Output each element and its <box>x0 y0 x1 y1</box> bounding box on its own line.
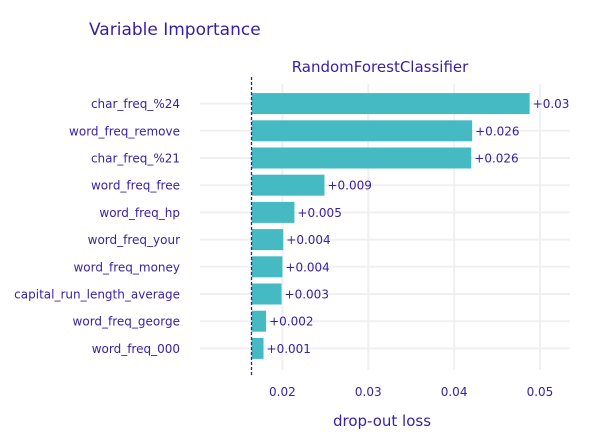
bar-value-label: +0.002 <box>269 315 313 329</box>
category-labels: char_freq_%24 word_freq_remove char_freq_%… <box>14 97 180 356</box>
x-axis-title: drop-out loss <box>333 412 431 430</box>
bar <box>251 310 267 332</box>
bar-value-label: +0.004 <box>285 260 329 274</box>
page-title: Variable Importance <box>89 20 261 40</box>
x-ticks: 0.02 0.03 0.04 0.05 <box>269 385 553 399</box>
bar-value-label: +0.003 <box>285 288 329 302</box>
x-tick-label: 0.02 <box>269 385 296 399</box>
bar <box>251 120 473 142</box>
bar <box>251 229 284 251</box>
category-label: char_freq_%24 <box>91 97 180 111</box>
category-label: capital_run_length_average <box>14 288 180 302</box>
category-label: word_freq_your <box>88 233 180 247</box>
category-label: word_freq_money <box>73 260 180 274</box>
bar-value-label: +0.009 <box>327 179 371 193</box>
bar-value-label: +0.032 <box>533 97 577 111</box>
category-label: word_freq_000 <box>92 342 180 356</box>
x-tick-label: 0.05 <box>527 385 554 399</box>
x-tick-label: 0.04 <box>441 385 468 399</box>
bar-value-label: +0.004 <box>286 233 330 247</box>
category-label: char_freq_%21 <box>91 152 180 166</box>
bars <box>251 93 530 359</box>
bar <box>251 174 325 196</box>
category-label: word_freq_george <box>73 315 180 329</box>
category-label: word_freq_remove <box>69 124 180 138</box>
category-label: word_freq_free <box>91 179 180 193</box>
bar <box>251 93 530 115</box>
category-label: word_freq_hp <box>99 206 180 220</box>
bar-value-label: +0.001 <box>267 342 311 356</box>
x-tick-label: 0.03 <box>355 385 382 399</box>
bar-value-label: +0.026 <box>474 152 518 166</box>
bar-value-label: +0.005 <box>297 206 341 220</box>
bar <box>251 201 295 223</box>
bar <box>251 256 283 278</box>
bar-value-label: +0.026 <box>475 124 519 138</box>
bar <box>251 337 264 359</box>
chart-subtitle: RandomForestClassifier <box>292 58 469 76</box>
bar <box>251 283 282 305</box>
bar <box>251 147 472 169</box>
bar-labels: +0.032 +0.026 +0.026 +0.009 +0.005 +0.004 +0.0… <box>267 97 577 356</box>
